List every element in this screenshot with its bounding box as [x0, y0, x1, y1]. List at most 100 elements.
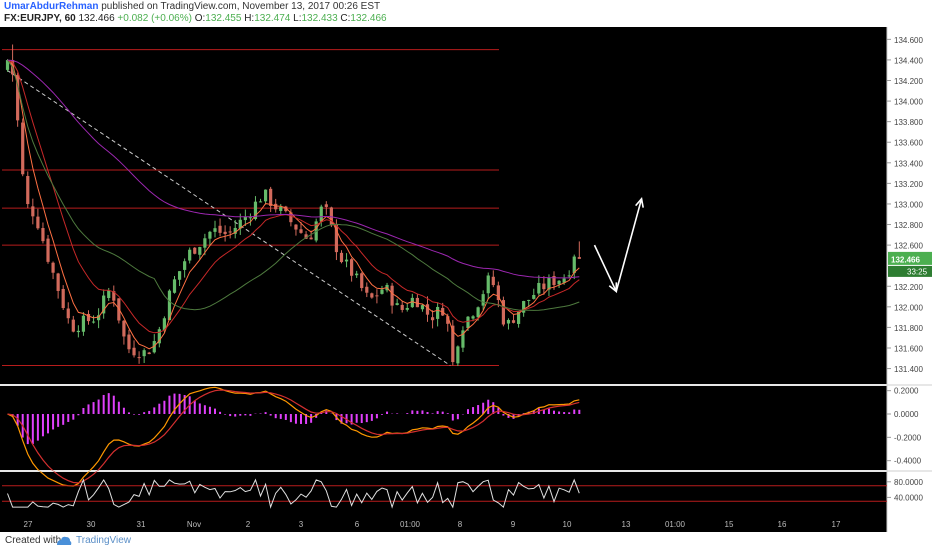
tradingview-brand[interactable]: TradingView: [76, 535, 132, 546]
high-value: 132.474: [254, 13, 291, 24]
candle-body: [263, 189, 268, 202]
close-value: 132.466: [350, 13, 387, 24]
candle-body: [122, 320, 126, 337]
open-label: O:: [194, 13, 206, 24]
candle-body: [405, 307, 409, 310]
time-tick-label: 15: [725, 520, 734, 529]
macd-line: [7, 386, 580, 487]
candle-body: [410, 297, 414, 308]
candle-body: [456, 346, 460, 364]
candle-body: [284, 206, 288, 212]
price-tick-label: 133.800: [894, 118, 923, 127]
rsi-tick-label: 40.0000: [894, 493, 923, 502]
price-tick-label: 131.600: [894, 344, 923, 353]
time-tick-label: Nov: [187, 520, 201, 529]
candle-body: [334, 224, 339, 253]
time-tick-label: 01:00: [665, 520, 686, 529]
candle-body: [532, 295, 536, 299]
candle-body: [481, 294, 485, 306]
candle-body: [26, 176, 30, 205]
macd-tick-label: 0.2000: [894, 387, 919, 396]
candle-body: [162, 318, 166, 330]
time-tick-label: 30: [87, 520, 96, 529]
candle-body: [496, 285, 500, 301]
price-tick-label: 134.200: [894, 77, 923, 86]
candle-body: [289, 212, 293, 223]
candle-body: [375, 295, 379, 297]
candle-body: [537, 282, 541, 294]
candle-body: [400, 304, 404, 310]
candle-body: [132, 347, 136, 356]
price-tick-label: 131.800: [894, 324, 923, 333]
price-change: +0.082 (+0.06%): [117, 13, 192, 24]
candle-body: [344, 259, 349, 262]
time-tick-label: 2: [246, 520, 251, 529]
candle-body: [577, 257, 581, 259]
candle-body: [248, 217, 253, 219]
projection-arrow-line: [593, 244, 617, 292]
candle-body: [102, 295, 106, 314]
candle-body: [557, 280, 561, 285]
candle-body: [471, 316, 475, 319]
candle-body: [420, 305, 425, 310]
time-tick-label: 01:00: [400, 520, 421, 529]
price-tick-label: 132.000: [894, 303, 923, 312]
candle-body: [213, 228, 217, 232]
time-tick-label: 10: [563, 520, 572, 529]
candle-body: [339, 252, 344, 263]
candle-body: [238, 219, 242, 229]
chart-header: UmarAbdurRehman published on TradingView…: [0, 0, 932, 26]
projection-arrow-line: [615, 198, 643, 292]
candle-body: [425, 304, 430, 315]
last-price-tag-text: 132.466: [891, 255, 920, 264]
candle-body: [188, 249, 192, 261]
candle-body: [218, 225, 222, 233]
time-tick-label: 3: [299, 520, 304, 529]
price-tick-label: 133.200: [894, 180, 923, 189]
candle-body: [324, 204, 328, 207]
author-link[interactable]: UmarAbdurRehman: [4, 1, 99, 12]
trading-chart[interactable]: 134.600 134.400 134.200 134.000 133.800 133.6…: [0, 27, 932, 532]
candle-body: [127, 334, 131, 350]
candle-body: [61, 288, 65, 309]
candle-body: [71, 319, 75, 332]
time-tick-label: 17: [832, 520, 841, 529]
candle-body: [390, 285, 394, 306]
candle-body: [446, 316, 450, 324]
last-price: 132.466: [78, 13, 115, 24]
candle-body: [299, 229, 303, 233]
candle-body: [51, 262, 55, 273]
candle-body: [31, 206, 35, 217]
candle-body: [193, 247, 197, 254]
low-value: 132.433: [301, 13, 338, 24]
moving-average-line: [7, 59, 580, 311]
time-axis: [0, 515, 887, 532]
last-price-tag: [888, 251, 932, 265]
candle-body: [198, 247, 202, 255]
price-tick-label: 134.400: [894, 56, 923, 65]
countdown-tag: [888, 265, 932, 277]
candle-body: [355, 273, 359, 276]
candle-body: [91, 321, 96, 323]
trendline-dashed: [6, 69, 451, 366]
candle-body: [177, 271, 182, 280]
symbol-label[interactable]: FX:EURJPY, 60: [4, 13, 76, 24]
candle-body: [81, 315, 86, 332]
candle-body: [522, 301, 526, 313]
time-tick-label: 9: [511, 520, 516, 529]
candle-body: [491, 276, 495, 286]
price-tick-label: 134.000: [894, 98, 923, 107]
price-tick-label: 132.800: [894, 221, 923, 230]
high-label: H:: [244, 13, 255, 24]
candle-body: [466, 316, 470, 329]
candle-body: [365, 286, 369, 293]
candle-body: [486, 275, 490, 294]
candle-body: [183, 261, 187, 270]
price-tick-label: 131.400: [894, 365, 923, 374]
moving-average-line: [7, 59, 580, 334]
candle-body: [21, 122, 25, 175]
candle-body: [66, 308, 70, 319]
candle-body: [223, 231, 227, 234]
moving-average-line: [7, 59, 580, 350]
candle-body: [516, 311, 521, 324]
